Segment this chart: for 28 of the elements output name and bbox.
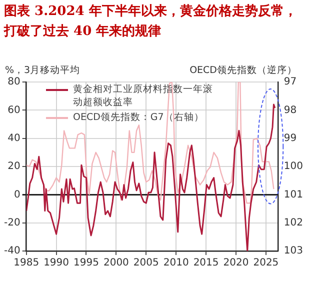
y-tick-label: -20 (4, 217, 20, 228)
y2-tick-label: 100 (284, 161, 304, 172)
y2-tick-label: 101 (284, 189, 304, 200)
y-tick-label: 20 (8, 161, 20, 172)
chart-title: 图表 3.2024 年下半年以来，黄金价格走势反常，打破了过去 40 年来的规律 (4, 3, 298, 41)
legend-label: 黄金相对工业原材料指数一年滚动超额收益率 (73, 83, 214, 109)
y2-tick-label: 97 (284, 76, 297, 88)
y2-tick-label: 99 (284, 132, 297, 144)
y-tick-label: 0 (14, 189, 20, 200)
x-tick-label: 2025 (253, 258, 279, 269)
y2-tick-label: 102 (284, 217, 304, 228)
y2-tick-label: 98 (284, 104, 297, 116)
y-tick-label: 80 (8, 76, 20, 88)
x-tick-label: 1985 (14, 258, 40, 269)
x-tick-label: 2010 (163, 258, 189, 269)
x-tick-label: 1990 (44, 258, 70, 269)
y2-axis-title: OECD领先指数（逆序） (190, 64, 297, 77)
x-tick-label: 1995 (74, 258, 99, 269)
x-tick-label: 2015 (193, 258, 219, 269)
y-tick-label: 40 (8, 132, 20, 144)
x-tick-label: 2020 (223, 258, 249, 269)
y-axis-title: %，3月移动平均 (5, 64, 80, 77)
x-tick-label: 2005 (133, 258, 159, 269)
y-tick-label: 60 (8, 104, 20, 116)
legend-label: OECD领先指数：G7（右轴） (73, 111, 204, 124)
y2-tick-label: 103 (284, 246, 304, 257)
x-tick-label: 2000 (103, 258, 129, 269)
y-tick-label: -40 (4, 246, 20, 257)
